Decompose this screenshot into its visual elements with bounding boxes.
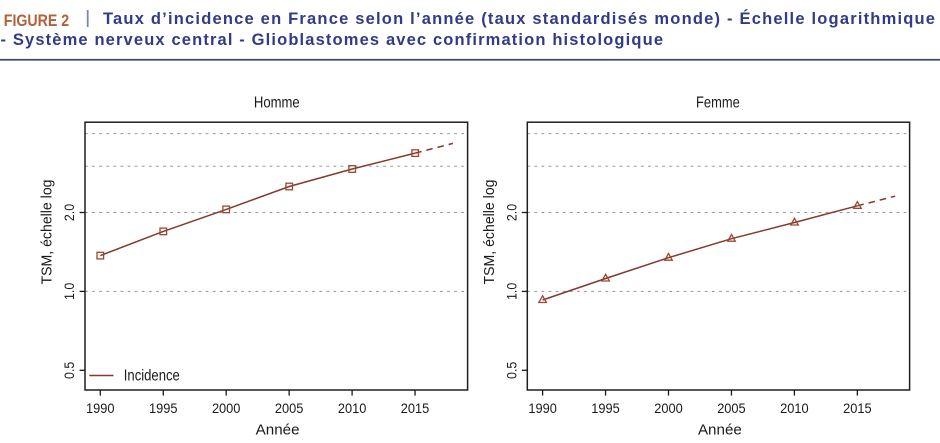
svg-text:1990: 1990 bbox=[86, 400, 115, 416]
svg-text:1.0: 1.0 bbox=[62, 283, 77, 300]
svg-text:TSM, échelle log: TSM, échelle log bbox=[39, 180, 56, 285]
svg-text:1995: 1995 bbox=[149, 400, 178, 416]
svg-text:2.0: 2.0 bbox=[504, 204, 519, 221]
svg-text:2015: 2015 bbox=[401, 400, 430, 416]
svg-text:2010: 2010 bbox=[338, 400, 367, 416]
svg-text:Homme: Homme bbox=[254, 95, 300, 112]
svg-text:FIGURE 2: FIGURE 2 bbox=[4, 11, 69, 30]
svg-text:2000: 2000 bbox=[654, 400, 683, 416]
svg-text:TSM, échelle log: TSM, échelle log bbox=[481, 180, 498, 285]
svg-text:1990: 1990 bbox=[528, 400, 557, 416]
svg-text:- Système nerveux central - Gl: - Système nerveux central - Glioblastome… bbox=[1, 31, 664, 49]
svg-text:Incidence: Incidence bbox=[124, 367, 180, 384]
svg-text:2000: 2000 bbox=[212, 400, 241, 416]
svg-text:2015: 2015 bbox=[843, 400, 872, 416]
svg-text:0.5: 0.5 bbox=[62, 362, 77, 379]
svg-text:1.0: 1.0 bbox=[504, 283, 519, 300]
svg-text:0.5: 0.5 bbox=[504, 362, 519, 379]
svg-text:Taux d’incidence en France sel: Taux d’incidence en France selon l’année… bbox=[103, 9, 935, 28]
svg-text:Femme: Femme bbox=[696, 95, 740, 112]
svg-text:2005: 2005 bbox=[717, 400, 746, 416]
svg-text:2.0: 2.0 bbox=[62, 204, 77, 221]
svg-text:1995: 1995 bbox=[591, 400, 620, 416]
svg-text:2010: 2010 bbox=[780, 400, 809, 416]
svg-text:Année: Année bbox=[698, 421, 742, 438]
svg-text:Année: Année bbox=[256, 421, 300, 438]
svg-text:2005: 2005 bbox=[275, 400, 304, 416]
